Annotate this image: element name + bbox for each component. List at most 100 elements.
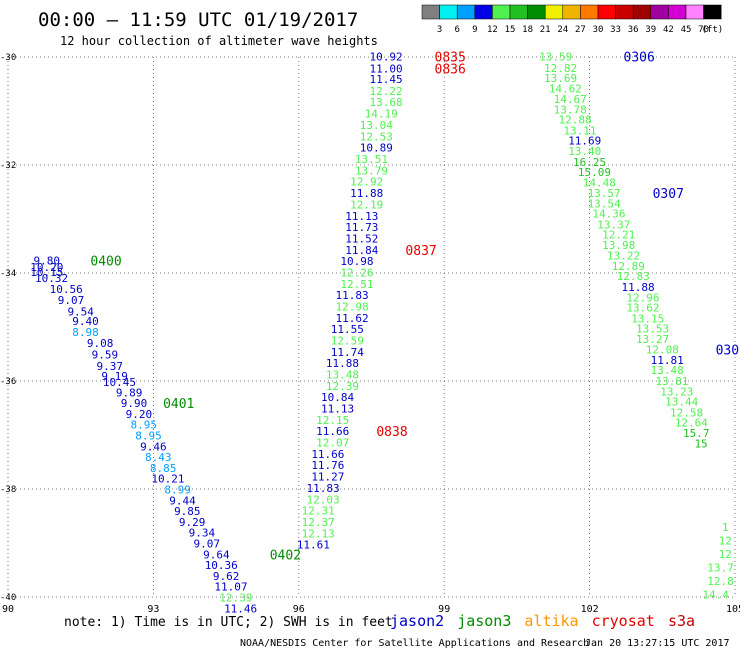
wave-height-value: 9.29	[179, 516, 206, 529]
wave-height-value: 11.74	[331, 346, 364, 359]
wave-height-value: 12	[719, 548, 732, 561]
wave-height-value: 12.15	[316, 414, 349, 427]
wave-height-value: 13.48	[326, 369, 359, 382]
wave-height-value: 13.7	[707, 561, 734, 574]
wave-height-value: 14.62	[549, 82, 582, 95]
wave-height-value: 10.20	[30, 261, 63, 274]
wave-height-value: 10.98	[340, 255, 373, 268]
colorbar-tick-label: 33	[610, 25, 621, 35]
wave-height-value: 11.83	[306, 482, 339, 495]
track-track-east: 13.5912.8213.6914.6214.6713.7812.8813.11…	[539, 50, 709, 450]
colorbar-tick-label: 36	[628, 25, 639, 35]
x-tick-label: 93	[147, 604, 159, 615]
wave-height-value: 13.53	[636, 323, 669, 336]
wave-height-value: 8.95	[130, 419, 157, 432]
wave-height-value: 12.51	[340, 278, 373, 291]
wave-height-value: 13.04	[360, 119, 393, 132]
wave-height-value: 13.51	[355, 153, 388, 166]
wave-height-value: 9.62	[213, 570, 240, 583]
wave-height-value: 12.31	[302, 505, 335, 518]
y-tick-label: -30	[0, 53, 16, 63]
legend-entry-jason3: jason3	[457, 612, 511, 630]
wave-height-value: 10.21	[151, 473, 184, 486]
wave-height-value: 12.53	[360, 130, 393, 143]
wave-height-value: 11.88	[622, 281, 655, 294]
wave-height-value: 10.32	[35, 272, 68, 285]
legend-entry-jason2: jason2	[390, 612, 444, 630]
x-tick-label: 96	[293, 604, 305, 615]
colorbar-tick-label: 15	[505, 25, 516, 35]
colorbar-swatch	[562, 4, 581, 20]
colorbar-swatch	[580, 4, 599, 20]
wave-height-value: 9.80	[34, 255, 61, 268]
footnote: note: 1) Time is in UTC; 2) SWH is in fe…	[64, 615, 393, 630]
wave-height-value: 1	[722, 521, 729, 534]
colorbar-swatch	[509, 4, 528, 20]
wave-height-value: 9.59	[92, 349, 119, 362]
wave-height-value: 13.48	[651, 364, 684, 377]
wave-height-value: 11.13	[345, 210, 378, 223]
x-tick-label: 105	[726, 604, 740, 615]
wave-height-value: 14.19	[365, 108, 398, 121]
wave-height-value: 9.07	[58, 294, 85, 307]
wave-height-value: 12.39	[219, 592, 252, 605]
wave-height-value: 8.43	[145, 451, 172, 464]
wave-height-value: 13.57	[588, 187, 621, 200]
wave-height-value: 11.00	[369, 62, 402, 75]
wave-height-value: 10.45	[103, 376, 136, 389]
wave-height-value: 11.84	[345, 244, 378, 257]
colorbar-swatch	[615, 4, 634, 20]
wave-height-value: 12.19	[350, 198, 383, 211]
wave-height-value: 14.48	[583, 176, 616, 189]
wave-height-value: 10.56	[50, 283, 83, 296]
colorbar-swatch	[544, 4, 564, 20]
wave-height-value: 9.34	[189, 527, 216, 540]
wave-height-value: 11.27	[311, 471, 344, 484]
wave-height-value: 9.89	[116, 386, 143, 399]
wave-height-value: 13.68	[369, 96, 402, 109]
wave-height-value: 11.45	[369, 73, 402, 86]
wave-height-value: 13.40	[568, 145, 601, 158]
wave-height-value: 13.37	[597, 218, 630, 231]
wave-height-value: 10.15	[30, 266, 63, 279]
wave-height-value: 12.21	[602, 229, 635, 242]
wave-height-value: 13.79	[355, 164, 388, 177]
wave-height-value: 11.55	[331, 323, 364, 336]
credit-line: NOAA/NESDIS Center for Satellite Applica…	[240, 638, 589, 649]
wave-height-value: 15.7	[683, 427, 710, 440]
wave-height-value: 13.81	[655, 375, 688, 388]
colorbar-swatch	[456, 4, 476, 20]
wave-height-value: 13.78	[554, 103, 587, 116]
wave-height-value: 12.82	[544, 62, 577, 75]
wave-height-value: 10.92	[369, 50, 402, 63]
wave-height-value: 14.36	[592, 208, 625, 221]
colorbar-swatch	[685, 4, 704, 20]
y-tick-label: -36	[0, 377, 16, 387]
wave-height-value: 9.19	[101, 370, 128, 383]
wave-height-value: 8.85	[150, 462, 177, 475]
wave-height-value: 12.92	[350, 176, 383, 189]
wave-height-value: 10.89	[360, 142, 393, 155]
colorbar-swatch	[492, 4, 511, 20]
wave-height-value: 9.46	[140, 440, 167, 453]
wave-height-value: 12.07	[316, 437, 349, 450]
wave-height-value: 11.46	[224, 602, 257, 615]
colorbar-swatch	[597, 4, 616, 20]
pass-time-label: 0400	[90, 255, 121, 270]
wave-height-value: 14.4	[702, 588, 729, 601]
chart-title: 00:00 – 11:59 UTC 01/19/2017	[38, 9, 358, 31]
y-tick-label: -38	[0, 485, 16, 495]
wave-height-value: 11.52	[345, 232, 378, 245]
wave-height-value: 8.98	[72, 326, 99, 339]
colorbar-tick-label: 42	[663, 25, 674, 35]
colorbar-swatch	[527, 4, 546, 20]
colorbar-tick-label: 9	[472, 25, 477, 35]
wave-height-value: 12.83	[617, 270, 650, 283]
wave-height-value: 12.96	[626, 291, 659, 304]
colorbar-tick-label: 12	[487, 25, 498, 35]
legend-entry-altika: altika	[524, 612, 578, 630]
wave-height-value: 13.11	[563, 124, 596, 137]
wave-height-value: 12.64	[675, 417, 708, 430]
colorbar: 3 6 9 12 15 18 21 24 27 30 33 36 39 42 45 70(ft)	[421, 4, 723, 35]
